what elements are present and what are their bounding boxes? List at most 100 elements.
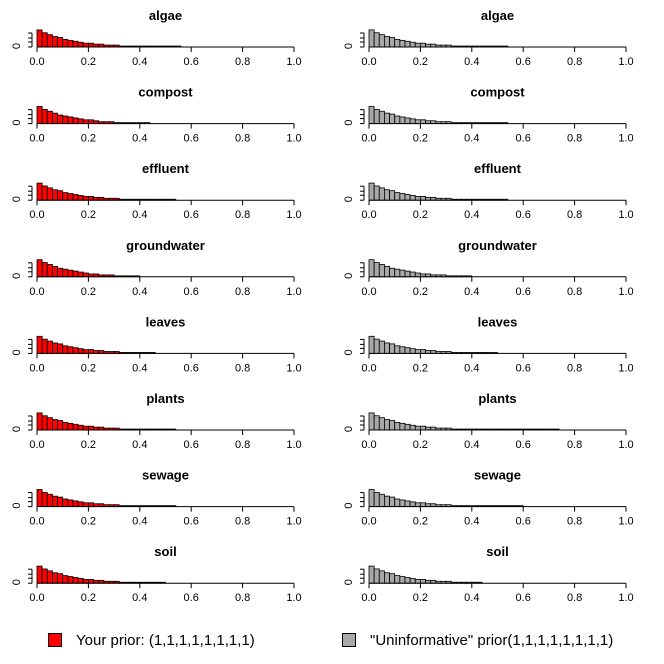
histogram-bar: [72, 40, 79, 48]
x-tick-label: 0.2: [81, 516, 96, 528]
histogram-bar: [368, 565, 375, 584]
x-tick-label: 0.6: [184, 516, 199, 528]
histogram-bar: [389, 37, 396, 48]
panel-right-soil: soil 0.0 0.2 0.4 0.6 0.8 1.0 0: [343, 544, 634, 604]
histogram-bar: [36, 412, 43, 431]
panel-left-effluent: effluent 0.0 0.2 0.4 0.6 0.8 1.0 0: [11, 161, 302, 221]
histogram-bar: [394, 498, 401, 507]
histogram-bar: [82, 502, 89, 507]
histogram-bar: [404, 270, 411, 278]
x-tick-label: 0.4: [464, 286, 479, 298]
histogram-bar: [57, 573, 64, 584]
histogram-bar: [62, 39, 69, 48]
x-tick-label: 0.0: [29, 516, 44, 528]
panel-right-algae: algae 0.0 0.2 0.4 0.6 0.8 1.0 0: [343, 8, 634, 68]
x-tick-label: 0.0: [29, 56, 44, 68]
histogram-bar: [409, 578, 416, 584]
x-tick-label: 0.0: [361, 362, 376, 374]
histogram-bar: [46, 34, 53, 48]
panel-title: effluent: [142, 161, 190, 176]
histogram-bar: [399, 39, 406, 48]
histogram-bar: [384, 419, 390, 431]
x-tick-label: 0.0: [29, 133, 44, 145]
x-tick-label: 0.8: [235, 133, 250, 145]
x-tick-label: 1.0: [618, 286, 633, 298]
x-tick-label: 0.6: [516, 56, 531, 68]
histogram-bar: [62, 421, 69, 431]
histogram-bar: [88, 579, 94, 584]
histogram-bar: [384, 265, 390, 278]
histogram-bar: [394, 421, 401, 431]
panel-title: compost: [470, 85, 525, 100]
histogram-bar: [399, 576, 406, 584]
histogram-bar: [409, 41, 416, 48]
panel-title: sewage: [474, 468, 521, 483]
histogram-bar: [378, 417, 385, 431]
histogram-bar: [409, 271, 416, 278]
histogram-bar: [414, 42, 421, 48]
histogram-bar: [67, 116, 74, 124]
x-tick-label: 0.8: [235, 592, 250, 604]
histogram-bar: [41, 108, 48, 124]
y-tick-label: 0: [11, 503, 23, 509]
histogram-bar: [368, 29, 375, 48]
x-tick-label: 1.0: [618, 439, 633, 451]
histogram-bar: [62, 498, 69, 507]
histogram-bar: [46, 340, 53, 354]
histogram-bar: [72, 194, 79, 201]
histogram-bar: [41, 415, 48, 431]
x-tick-label: 1.0: [286, 56, 301, 68]
histogram-bar: [373, 32, 380, 48]
x-tick-label: 0.6: [516, 209, 531, 221]
y-tick-label: 0: [343, 349, 355, 355]
x-tick-label: 0.2: [413, 516, 428, 528]
y-tick-label: 0: [11, 273, 23, 279]
x-tick-label: 0.6: [184, 286, 199, 298]
histogram-bar: [52, 112, 58, 125]
histogram-bar: [373, 491, 380, 508]
histogram-bar: [419, 119, 426, 125]
x-tick-label: 0.8: [567, 209, 582, 221]
histogram-bar: [72, 500, 79, 507]
panel-title: sewage: [142, 468, 189, 483]
histogram-bar: [404, 500, 411, 507]
x-tick-label: 0.4: [464, 56, 479, 68]
histogram-bar: [404, 194, 411, 201]
x-tick-label: 0.8: [235, 516, 250, 528]
histogram-bar: [373, 185, 380, 201]
panel-title: algae: [481, 8, 514, 23]
histogram-bar: [389, 267, 396, 278]
histogram-bar: [57, 37, 64, 48]
panel-title: soil: [486, 544, 508, 559]
x-tick-label: 1.0: [286, 286, 301, 298]
x-tick-label: 0.8: [235, 286, 250, 298]
x-tick-label: 0.6: [516, 362, 531, 374]
histogram-bar: [52, 342, 58, 354]
histogram-bar: [378, 187, 385, 201]
x-tick-label: 0.0: [29, 592, 44, 604]
histogram-bar: [82, 579, 89, 584]
y-tick-label: 0: [11, 579, 23, 585]
histogram-bar: [52, 495, 58, 507]
panel-title: groundwater: [458, 238, 537, 253]
histogram-bar: [52, 419, 58, 431]
histogram-bar: [368, 489, 375, 508]
histogram-bar: [384, 189, 390, 201]
histogram-bar: [88, 425, 94, 431]
x-tick-label: 1.0: [618, 133, 633, 145]
x-tick-label: 0.6: [516, 439, 531, 451]
histogram-bar: [46, 264, 53, 278]
histogram-bar: [57, 190, 64, 201]
x-tick-label: 0.0: [29, 286, 44, 298]
histogram-bar: [389, 496, 396, 508]
x-tick-label: 0.2: [81, 362, 96, 374]
histogram-bar: [409, 501, 416, 508]
x-tick-label: 0.4: [464, 592, 479, 604]
histogram-bar: [82, 119, 89, 125]
x-tick-label: 0.2: [413, 209, 428, 221]
y-tick-label: 0: [343, 273, 355, 279]
histogram-bar: [389, 113, 396, 124]
histogram-bar: [52, 36, 58, 48]
histogram-bar: [82, 272, 89, 278]
x-tick-label: 0.8: [567, 362, 582, 374]
